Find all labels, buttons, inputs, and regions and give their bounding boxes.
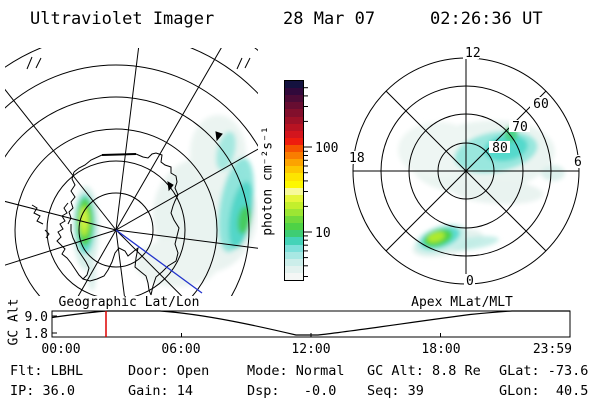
terminator-corner-marks	[26, 56, 251, 70]
mlat-label-70: 70	[512, 120, 528, 135]
apex-aurora-emission	[398, 120, 565, 257]
colorbar-axis: 100 10	[304, 87, 338, 277]
status-glon: GLon: 40.5	[499, 383, 589, 399]
xtick-0600: 06:00	[161, 342, 200, 357]
mlat-label-80: 80	[492, 141, 508, 156]
ytick-18: 1.8	[24, 327, 48, 342]
status-seq: Seq: 39	[367, 383, 424, 399]
track-direction-arrows	[167, 131, 223, 192]
status-flt: Flt: LBHL	[10, 363, 84, 379]
apex-mlt-labels: 12 18 6 0	[348, 46, 584, 289]
gc-alt-curve	[51, 310, 570, 336]
colorbar-minor-ticks	[304, 87, 308, 277]
xtick-1800: 18:00	[421, 342, 460, 357]
mlt-label-6: 6	[574, 155, 582, 170]
status-gcalt: GC Alt: 8.8 Re	[367, 363, 481, 379]
status-door: Door: Open	[128, 363, 210, 379]
xtick-2359: 23:59	[533, 342, 572, 357]
status-glat: GLat: -73.6	[499, 363, 589, 379]
geographic-aurora-emission	[73, 115, 257, 291]
app-title: Ultraviolet Imager	[30, 9, 215, 29]
mlt-label-0: 0	[466, 274, 474, 289]
apex-mlat-labels: 60 70 80	[489, 97, 551, 156]
apex-plot-caption: Apex MLat/MLT	[411, 295, 513, 310]
status-ip: IP: 36.0	[10, 383, 76, 399]
colorbar-swatches	[284, 80, 304, 281]
mlt-label-12: 12	[465, 46, 481, 61]
status-dsp: Dsp: -0.0	[247, 383, 337, 399]
apex-grid	[352, 57, 580, 285]
geographic-polar-plot	[5, 48, 258, 296]
colorbar-label: photon cm⁻²s⁻¹	[260, 126, 276, 236]
gc-alt-timeline-plot: 00:00 06:00 12:00 18:00 23:59	[41, 310, 572, 357]
ytick-9: 9.0	[24, 310, 48, 325]
mlt-label-18: 18	[349, 151, 365, 166]
timeline-ylabel: GC Alt	[6, 298, 22, 346]
geographic-plot-caption: Geographic Lat/Lon	[58, 295, 200, 310]
antarctica-coastline	[31, 152, 180, 296]
geographic-latitude-circles	[5, 48, 258, 296]
xtick-1200: 12:00	[291, 342, 330, 357]
status-mode: Mode: Normal	[247, 363, 345, 379]
colorbar-tick-10: 10	[315, 226, 331, 241]
satellite-track-line	[115, 229, 203, 294]
colorbar-tick-100: 100	[315, 141, 338, 156]
header-time: 02:26:36 UT	[430, 9, 543, 29]
header-date: 28 Mar 07	[283, 9, 376, 29]
apex-polar-plot: 12 18 6 0 60 70 80	[348, 46, 584, 289]
status-gain: Gain: 14	[128, 383, 194, 399]
xtick-0000: 00:00	[41, 342, 80, 357]
geographic-meridians	[5, 48, 258, 296]
mlat-label-60: 60	[533, 97, 549, 112]
